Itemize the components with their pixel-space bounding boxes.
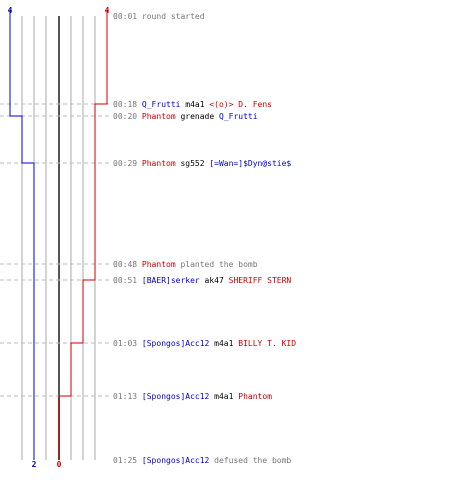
red-team-alive-line bbox=[58, 10, 108, 460]
blue-start-count: 4 bbox=[8, 6, 13, 15]
event-timestamp: 00:48 bbox=[113, 260, 137, 269]
red-player-name: Phantom bbox=[142, 112, 176, 121]
event-row: 00:01 round started bbox=[113, 12, 205, 21]
event-timestamp: 00:01 bbox=[113, 12, 137, 21]
blue-player-name: [=Wan=]$Dyn@stie$ bbox=[209, 159, 291, 168]
event-timestamp: 01:25 bbox=[113, 456, 137, 465]
weapon-name: m4a1 bbox=[209, 339, 238, 348]
event-description: round started bbox=[142, 12, 205, 21]
red-start-count: 4 bbox=[105, 6, 110, 15]
event-timestamp: 00:20 bbox=[113, 112, 137, 121]
red-player-name: SHERIFF STERN bbox=[229, 276, 292, 285]
event-row: 00:20 Phantom grenade Q_Frutti bbox=[113, 112, 258, 121]
red-player-name: Phantom bbox=[142, 260, 176, 269]
event-row: 01:13 [Spongos]Acc12 m4a1 Phantom bbox=[113, 392, 272, 401]
event-timestamp: 00:51 bbox=[113, 276, 137, 285]
blue-player-name: [Spongos]Acc12 bbox=[142, 456, 210, 465]
blue-player-name: Q_Frutti bbox=[219, 112, 258, 121]
red-player-name: Phantom bbox=[238, 392, 272, 401]
event-description: defused the bomb bbox=[209, 456, 291, 465]
weapon-name: m4a1 bbox=[209, 392, 238, 401]
event-timestamp: 01:03 bbox=[113, 339, 137, 348]
weapon-name: sg552 bbox=[176, 159, 210, 168]
red-end-count: 0 bbox=[57, 460, 62, 469]
red-player-name: Phantom bbox=[142, 159, 176, 168]
event-row: 00:18 Q_Frutti m4a1 <(o)> D. Fens bbox=[113, 100, 272, 109]
event-log: 00:01 round started 00:18 Q_Frutti m4a1 <… bbox=[113, 12, 296, 465]
blue-player-name: [BAER]serker bbox=[142, 276, 200, 285]
weapon-name: ak47 bbox=[200, 276, 229, 285]
player-count-grid bbox=[21, 16, 96, 460]
event-row: 00:51 [BAER]serker ak47 SHERIFF STERN bbox=[113, 276, 291, 285]
weapon-name: m4a1 bbox=[180, 100, 209, 109]
event-row: 01:25 [Spongos]Acc12 defused the bomb bbox=[113, 456, 291, 465]
red-player-name: BILLY T. KID bbox=[238, 339, 296, 348]
blue-team-alive-line bbox=[9, 10, 35, 460]
weapon-name: grenade bbox=[176, 112, 219, 121]
event-timestamp: 00:18 bbox=[113, 100, 137, 109]
blue-player-name: [Spongos]Acc12 bbox=[142, 392, 210, 401]
event-row: 01:03 [Spongos]Acc12 m4a1 BILLY T. KID bbox=[113, 339, 296, 348]
event-row: 00:48 Phantom planted the bomb bbox=[113, 260, 258, 269]
event-timestamp: 01:13 bbox=[113, 392, 137, 401]
blue-player-name: [Spongos]Acc12 bbox=[142, 339, 210, 348]
blue-end-count: 2 bbox=[32, 460, 37, 469]
event-timestamp: 00:29 bbox=[113, 159, 137, 168]
event-row: 00:29 Phantom sg552 [=Wan=]$Dyn@stie$ bbox=[113, 159, 291, 168]
event-description: planted the bomb bbox=[176, 260, 258, 269]
red-player-name: <(o)> D. Fens bbox=[209, 100, 272, 109]
blue-player-name: Q_Frutti bbox=[142, 100, 181, 109]
